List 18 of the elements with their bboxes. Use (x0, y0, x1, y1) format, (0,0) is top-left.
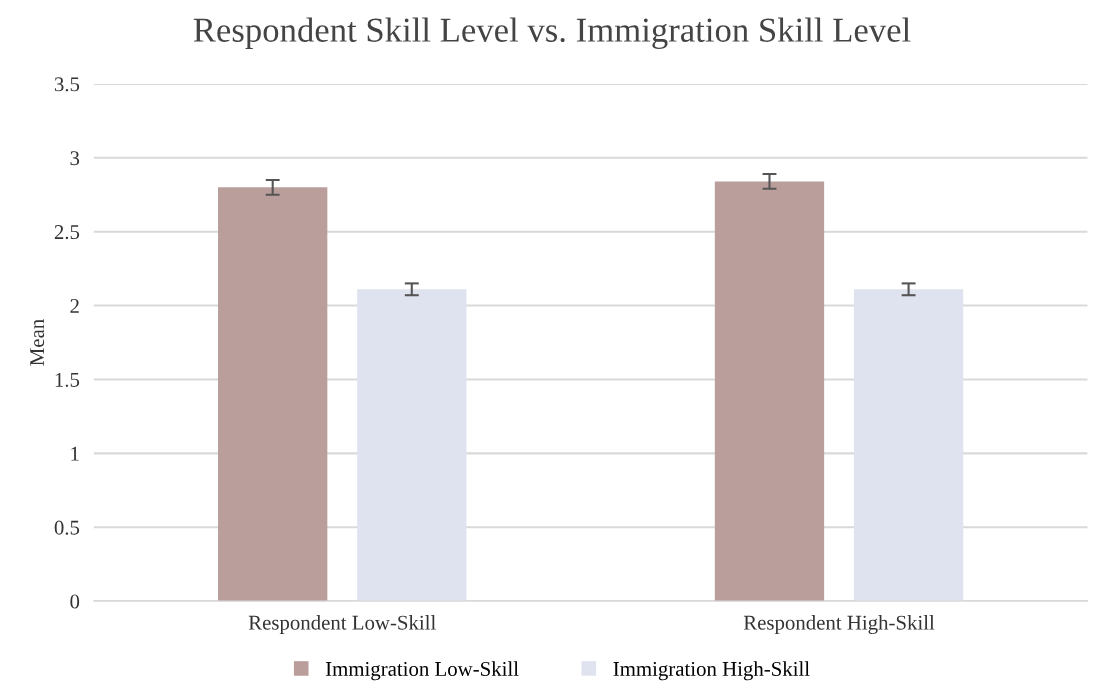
y-tick-label: 3.5 (54, 77, 80, 92)
y-tick-label: 1.5 (55, 372, 80, 387)
y-tick-label: 0.5 (54, 520, 80, 535)
legend-label: Immigration Low-Skill (325, 661, 519, 681)
y-tick-label: 0 (70, 594, 80, 609)
y-tick-label: 3 (70, 151, 80, 166)
bar (218, 187, 328, 602)
legend-label: Immigration High-Skill (613, 661, 810, 681)
bar (714, 181, 825, 602)
y-tick-label: 2 (70, 299, 79, 313)
x-tick-label: Respondent High-Skill (743, 615, 935, 634)
bar (853, 289, 964, 602)
y-tick-label: 2.5 (54, 225, 80, 240)
bar (357, 289, 467, 602)
x-tick-label: Respondent Low-Skill (248, 615, 436, 634)
y-tick-label: 1 (71, 446, 79, 461)
chart-title: Respondent Skill Level vs. Immigration Skill Level (193, 17, 911, 50)
y-axis-title: Mean (30, 319, 45, 366)
